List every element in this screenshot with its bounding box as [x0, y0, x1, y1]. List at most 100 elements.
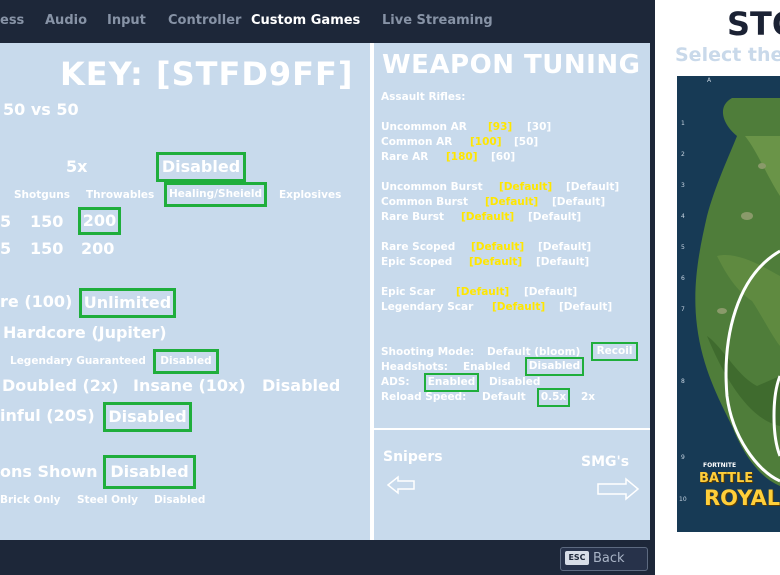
nav-snipers-label[interactable]: Snipers — [383, 449, 443, 465]
tab-controller[interactable]: Controller — [168, 13, 242, 28]
multiplier-setting-box[interactable]: Disabled — [156, 152, 246, 182]
loot-legendary-option: Legendary Guaranteed — [10, 355, 146, 367]
weapon-value-2[interactable]: [60] — [491, 151, 516, 163]
shown-label: ons Shown — [0, 462, 98, 481]
weapon-value-1[interactable]: [93] — [488, 121, 513, 133]
map-col-label: A — [707, 77, 712, 84]
island-map[interactable]: A 1 2 3 4 5 6 7 8 9 10 FORTNITE BATTLE R… — [677, 76, 780, 532]
weapon-value-1[interactable]: [100] — [470, 136, 502, 148]
material-steel-option: Steel Only — [77, 494, 138, 506]
multiplier-label: 5x — [66, 157, 88, 176]
weapon-value-1[interactable]: [180] — [446, 151, 478, 163]
map-row-label: 9 — [681, 454, 685, 461]
headshots-label: Headshots: — [381, 361, 448, 373]
weapon-value-1[interactable]: [Default] — [499, 181, 553, 193]
key-title: KEY: [STFD9FF] — [60, 55, 354, 93]
rate-disabled-option: Disabled — [262, 376, 341, 395]
row2-value-2: 150 — [30, 239, 64, 258]
rate-insane-option: Insane (10x) — [133, 376, 246, 395]
esc-key-icon: ESC — [565, 551, 589, 565]
timer-label: inful (20S) — [0, 406, 95, 425]
weapon-name: Legendary Scar — [381, 301, 474, 313]
weapon-value-2[interactable]: [30] — [527, 121, 552, 133]
weapon-tuning-title: WEAPON TUNING — [382, 50, 641, 80]
headshots-enabled-option: Enabled — [463, 361, 511, 373]
weapon-value-2[interactable]: [Default] — [559, 301, 613, 313]
nav-smgs-label[interactable]: SMG's — [581, 454, 630, 470]
headshots-disabled-selected[interactable]: Disabled — [525, 357, 584, 376]
hardcore-label: Hardcore (Jupiter) — [3, 323, 167, 342]
row2-value-1: 5 — [0, 239, 12, 258]
back-button[interactable]: ESC Back — [560, 547, 648, 571]
mode-label: 50 vs 50 — [3, 100, 79, 119]
shooting-mode-default-option: Default (bloom) — [487, 346, 581, 358]
weapon-value-1[interactable]: [Default] — [456, 286, 510, 298]
tab-settings-partial[interactable]: ess — [0, 13, 25, 28]
weapon-name: Uncommon AR — [381, 121, 467, 133]
weapon-name: Uncommon Burst — [381, 181, 483, 193]
map-row-label: 5 — [681, 244, 685, 251]
reload-speed-label: Reload Speed: — [381, 391, 467, 403]
rate-doubled-option: Doubled (2x) — [2, 376, 119, 395]
panel-separator — [650, 0, 655, 575]
weapon-name: Common Burst — [381, 196, 469, 208]
weapon-value-1[interactable]: [Default] — [492, 301, 546, 313]
shown-value-box[interactable]: Disabled — [103, 455, 196, 489]
island-map-art — [677, 76, 780, 532]
row1-selected-value[interactable]: 200 — [78, 207, 121, 235]
bottom-bar — [0, 540, 652, 575]
reload-default-option: Default — [482, 391, 526, 403]
back-label: Back — [593, 551, 625, 566]
map-row-label: 10 — [679, 496, 687, 503]
map-row-label: 4 — [681, 213, 685, 220]
map-row-label: 2 — [681, 151, 685, 158]
timer-value-box[interactable]: Disabled — [103, 402, 192, 432]
weapon-name: Rare Burst — [381, 211, 445, 223]
settings-tab-bar: ess Audio Input Controller Custom Games … — [0, 0, 650, 43]
ads-enabled-selected[interactable]: Enabled — [424, 373, 479, 392]
material-disabled-option: Disabled — [154, 494, 206, 506]
map-row-label: 8 — [681, 378, 685, 385]
weapon-value-2[interactable]: [Default] — [538, 241, 592, 253]
category-healing-selected[interactable]: Healing/Sheield — [164, 182, 267, 207]
weapon-value-2[interactable]: [Default] — [528, 211, 582, 223]
reload-double-option: 2x — [581, 391, 596, 403]
weapon-value-1[interactable]: [Default] — [471, 241, 525, 253]
tab-input[interactable]: Input — [107, 13, 146, 28]
weapon-value-2[interactable]: [50] — [514, 136, 539, 148]
tab-live-streaming[interactable]: Live Streaming — [382, 13, 493, 28]
weapon-value-2[interactable]: [Default] — [536, 256, 590, 268]
weapon-value-1[interactable]: [Default] — [469, 256, 523, 268]
map-row-label: 3 — [681, 182, 685, 189]
battle-logo-text: BATTLE — [699, 471, 754, 486]
shooting-mode-recoil-selected[interactable]: Recoil — [591, 342, 638, 361]
weapon-name: Common AR — [381, 136, 453, 148]
weapon-name: Rare Scoped — [381, 241, 456, 253]
weapon-value-2[interactable]: [Default] — [566, 181, 620, 193]
assault-rifles-heading: Assault Rifles: — [381, 91, 466, 103]
loot-disabled-selected[interactable]: Disabled — [153, 349, 219, 374]
weapon-name: Rare AR — [381, 151, 429, 163]
weapon-value-2[interactable]: [Default] — [524, 286, 578, 298]
material-brick-option: Brick Only — [0, 494, 61, 506]
arrow-left-icon[interactable] — [386, 474, 416, 496]
tab-custom-games[interactable]: Custom Games — [251, 13, 361, 28]
category-throwables: Throwables — [86, 189, 155, 201]
reload-half-selected[interactable]: 0.5x — [537, 388, 570, 407]
weapon-section-divider — [374, 428, 650, 430]
category-explosives: Explosives — [279, 189, 342, 201]
health-value-box[interactable]: Unlimited — [79, 288, 176, 318]
row1-value-1: 5 — [0, 212, 12, 231]
tab-audio[interactable]: Audio — [45, 13, 88, 28]
weapon-value-1[interactable]: [Default] — [461, 211, 515, 223]
ads-label: ADS: — [381, 376, 410, 388]
health-label: re (100) — [0, 292, 73, 311]
map-panel-title: STO — [727, 5, 780, 43]
weapon-value-1[interactable]: [Default] — [485, 196, 539, 208]
arrow-right-icon[interactable] — [596, 477, 640, 501]
map-row-label: 6 — [681, 275, 685, 282]
map-row-label: 1 — [681, 120, 685, 127]
fortnite-logo-text: FORTNITE — [703, 462, 737, 469]
weapon-value-2[interactable]: [Default] — [552, 196, 606, 208]
ads-disabled-option: Disabled — [489, 376, 541, 388]
